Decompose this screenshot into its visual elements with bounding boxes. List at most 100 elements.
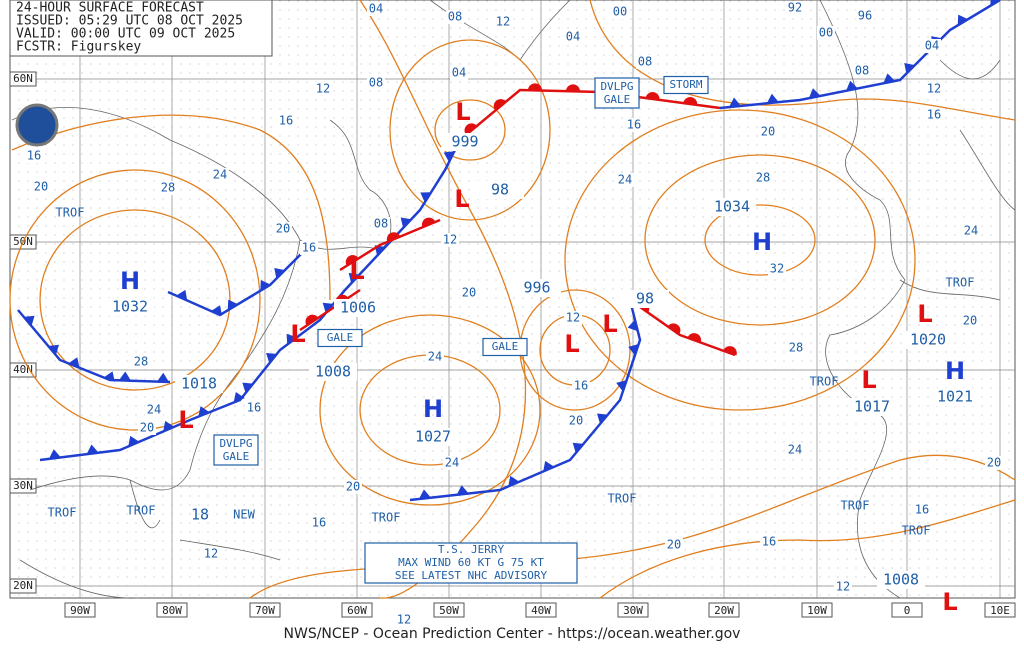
trof-label: TROF bbox=[56, 206, 85, 220]
front-pip bbox=[420, 192, 432, 203]
warning-label: STORM bbox=[669, 78, 702, 91]
high-pressure: 1034 bbox=[714, 198, 750, 216]
isobar-label: 24 bbox=[964, 224, 978, 238]
front-pip bbox=[723, 346, 737, 356]
warning-box bbox=[213, 434, 259, 466]
low-pressure: 1006 bbox=[340, 299, 376, 317]
isobar-label: 20 bbox=[346, 480, 360, 494]
front-pip bbox=[242, 382, 254, 393]
front-pip bbox=[48, 344, 59, 356]
lon-label: 20W bbox=[714, 604, 734, 617]
isobar-label-bg bbox=[202, 547, 220, 561]
low-symbol: L bbox=[349, 257, 364, 285]
graticule: 90W 80W 70W 60W 50W 40W 30W 20W 10W 0 10E60N50N40N… bbox=[9, 0, 1016, 618]
high-pressure: 1027 bbox=[415, 428, 451, 446]
pressure-bg bbox=[106, 298, 154, 316]
pressure-bg bbox=[621, 290, 669, 308]
lon-label-box bbox=[525, 602, 557, 618]
front-pip bbox=[846, 80, 858, 91]
high-symbol: H bbox=[752, 228, 772, 256]
isobar-label: 00 bbox=[819, 26, 833, 40]
front-pip bbox=[227, 299, 239, 311]
front-pip bbox=[572, 442, 584, 454]
pressure-bg bbox=[441, 133, 489, 151]
warning-box bbox=[663, 75, 709, 95]
front-pip bbox=[683, 97, 698, 105]
lon-label: 60W bbox=[347, 604, 367, 617]
isobar-label-bg bbox=[145, 403, 163, 417]
front-pip bbox=[464, 123, 477, 135]
low-symbol: L bbox=[178, 406, 193, 434]
isobar-label-bg bbox=[395, 613, 413, 627]
isobar-label-bg bbox=[367, 76, 385, 90]
advisory-line: MAX WIND 60 KT G 75 KT bbox=[398, 556, 544, 569]
front-pip bbox=[210, 305, 222, 316]
lon-label: 50W bbox=[439, 604, 459, 617]
isobar-label-bg bbox=[665, 538, 683, 552]
isobar-label: 24 bbox=[147, 403, 161, 417]
front-pip bbox=[421, 217, 436, 228]
isobar-label-bg bbox=[760, 535, 778, 549]
lat-label: 20N bbox=[13, 579, 33, 592]
isobar-label-bg bbox=[786, 1, 804, 15]
warning-label: DVLPG GALE bbox=[219, 437, 252, 463]
isobar-label-bg bbox=[923, 39, 941, 53]
front-pip bbox=[687, 333, 702, 343]
front-pip bbox=[163, 420, 175, 432]
isobar-label: 20 bbox=[569, 414, 583, 428]
low-pressure: 999 bbox=[451, 133, 478, 151]
front-pip bbox=[904, 63, 915, 74]
isobar-label: 16 bbox=[247, 401, 261, 415]
front-pip bbox=[86, 444, 99, 455]
isobar-label: 24 bbox=[618, 173, 632, 187]
cold-front bbox=[17, 309, 171, 384]
front-pip bbox=[565, 84, 580, 92]
high-symbol: H bbox=[423, 395, 443, 423]
isobar-label-bg bbox=[787, 341, 805, 355]
isobar-label: 20 bbox=[462, 286, 476, 300]
isobar-label-bg bbox=[564, 311, 582, 325]
front-pip bbox=[808, 88, 821, 99]
header-line: FCSTR: Figurskey bbox=[16, 40, 141, 55]
map-labels: 04 08 12 00 04 92 96 00 08 04 12 16 08 04 12 16 16 20 28 24… bbox=[25, 1, 1003, 627]
high-symbol: H bbox=[120, 267, 140, 295]
isobar-label-bg bbox=[245, 401, 263, 415]
low-pressure: 1008 bbox=[315, 363, 351, 381]
new-pressure: 18 bbox=[191, 506, 209, 524]
pressure-bg bbox=[175, 375, 223, 393]
header-line: ISSUED: 05:29 UTC 08 OCT 2025 bbox=[16, 14, 243, 29]
lat-label-box bbox=[9, 71, 37, 87]
isobar-label: 12 bbox=[927, 82, 941, 96]
front-pip bbox=[286, 333, 297, 345]
isobar-label-bg bbox=[856, 9, 874, 23]
isobar-label: 24 bbox=[213, 168, 227, 182]
header: 24-HOUR SURFACE FORECAST ISSUED: 05:29 U… bbox=[16, 1, 243, 55]
isobar-label-bg bbox=[985, 456, 1003, 470]
isobar-label: 08 bbox=[638, 55, 652, 69]
cold-front bbox=[167, 244, 311, 317]
lon-label: 10W bbox=[807, 604, 827, 617]
low-pressure: 1017 bbox=[854, 398, 890, 416]
front-pip bbox=[616, 380, 627, 392]
isobar-label: 12 bbox=[836, 580, 850, 594]
front-pip bbox=[456, 485, 469, 495]
front-pip bbox=[103, 371, 115, 382]
front-pip bbox=[645, 92, 660, 100]
lon-label: 40W bbox=[531, 604, 551, 617]
lon-label: 90W bbox=[70, 604, 90, 617]
pressure-bg bbox=[877, 571, 925, 589]
low-symbol: L bbox=[455, 98, 470, 126]
front-pip bbox=[198, 406, 210, 417]
isobar-label-bg bbox=[159, 181, 177, 195]
low-symbol: L bbox=[454, 185, 469, 213]
isobar-label: 20 bbox=[667, 538, 681, 552]
front-pip bbox=[883, 73, 896, 84]
front-pip bbox=[400, 217, 412, 228]
isobar-label: 20 bbox=[34, 180, 48, 194]
pressure-bg bbox=[513, 279, 561, 297]
isobar-label: 08 bbox=[374, 217, 388, 231]
pressure-bg bbox=[476, 181, 524, 199]
isobar-label-bg bbox=[310, 516, 328, 530]
isobar-label: 20 bbox=[140, 421, 154, 435]
isobar-label: 20 bbox=[987, 456, 1001, 470]
